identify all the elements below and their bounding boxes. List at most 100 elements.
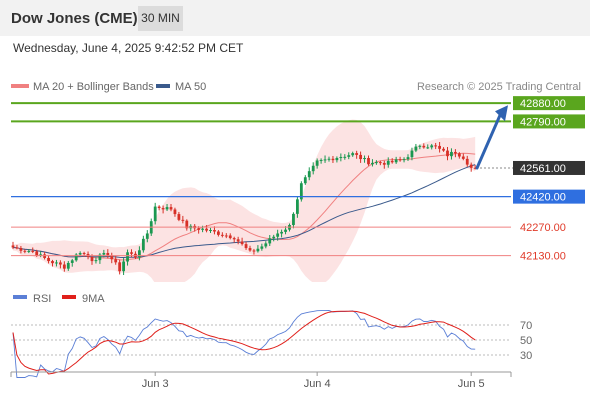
candle [331, 155, 335, 163]
candle-body [90, 256, 94, 262]
bollinger-legend-label: MA 20 + Bollinger Bands [33, 81, 154, 93]
level-label-support: 42130.00 [520, 251, 566, 263]
candle-body [70, 260, 74, 263]
x-tick-label: Jun 5 [458, 378, 485, 390]
candle [138, 246, 141, 261]
candle [307, 167, 311, 181]
candle [276, 229, 280, 241]
candle-body [363, 158, 366, 160]
candle [15, 244, 19, 250]
candle-body [118, 262, 122, 272]
candle [394, 156, 398, 164]
candle-body [351, 153, 355, 156]
candle-body [31, 250, 35, 252]
candle-body [244, 244, 248, 249]
candle-body [260, 246, 264, 249]
candle-body [299, 183, 303, 200]
rsi-tick-label: 50 [520, 335, 532, 347]
candle-body [268, 238, 272, 244]
candle-body [422, 145, 426, 148]
candle-body [224, 235, 228, 237]
bollinger-legend-swatch [11, 84, 29, 88]
ma50-line [12, 164, 476, 259]
x-axis: Jun 3 Jun 4 Jun 5 [142, 372, 485, 390]
candle [209, 227, 212, 234]
candle [272, 234, 276, 242]
candle-body [378, 162, 382, 164]
forecast-arrow-shaft [475, 113, 502, 170]
level-label-target: 42790.00 [520, 116, 566, 128]
candle-body [264, 243, 268, 247]
candle [145, 230, 149, 243]
candle [390, 158, 394, 164]
candle [442, 147, 445, 152]
candle-body [434, 145, 438, 147]
candle-body [232, 238, 236, 240]
candle [292, 212, 295, 229]
candle [70, 258, 74, 267]
candle-body [473, 167, 477, 169]
x-tick-label: Jun 3 [142, 378, 169, 390]
candle-body [27, 250, 31, 252]
rsi-tick-label: 30 [520, 350, 532, 362]
candle-body [311, 165, 315, 172]
rsi-legend-label: RSI [33, 293, 51, 305]
candle-body [355, 153, 359, 155]
candle [39, 251, 43, 258]
candle [335, 156, 339, 163]
bollinger-band-fill [13, 119, 476, 282]
candle-body [450, 151, 453, 157]
rsi-ma-legend-label: 9MA [82, 293, 105, 305]
candle-body [62, 264, 66, 269]
candle-body [347, 155, 351, 157]
candle-body [201, 228, 204, 230]
candle-body [323, 159, 327, 161]
candle-body [382, 162, 386, 165]
candle [62, 261, 66, 272]
candle-body [367, 158, 370, 165]
candle-body [39, 254, 43, 256]
candle [268, 235, 272, 247]
candle-body [145, 233, 149, 239]
candle-body [153, 206, 157, 222]
candle-body [181, 219, 185, 221]
candle [177, 211, 181, 222]
candle-body [457, 153, 461, 157]
candle [398, 156, 402, 162]
candle [126, 249, 129, 266]
level-label-box-target [513, 96, 585, 111]
candle-body [398, 159, 402, 161]
candle [351, 151, 355, 157]
candle [410, 147, 414, 161]
level-label-box-last_price [513, 160, 585, 175]
candle [347, 152, 351, 160]
candle-body [110, 255, 114, 260]
candle-body [296, 199, 299, 214]
candle [426, 144, 430, 149]
candle-body [197, 228, 201, 230]
candle-body [240, 241, 244, 245]
candle [363, 155, 366, 163]
candle [122, 258, 125, 276]
candle [434, 142, 438, 150]
candle [161, 205, 165, 214]
level-label-support: 42270.00 [520, 222, 566, 234]
candle-body [15, 247, 19, 249]
candle [264, 241, 268, 249]
candle [299, 181, 303, 202]
forecast-arrow [475, 105, 508, 170]
ma50-legend-swatch [156, 84, 170, 88]
timeframe-badge[interactable]: 30 MIN [138, 6, 183, 31]
chart-header: Dow Jones (CME) 30 MIN [0, 0, 590, 36]
candle [457, 152, 461, 159]
candle [323, 155, 327, 163]
candle [141, 235, 145, 253]
candle [461, 153, 465, 161]
candle [232, 236, 236, 243]
candle-body [402, 159, 406, 161]
candle-body [173, 209, 177, 215]
candle [446, 146, 449, 161]
candle [414, 143, 418, 153]
candle-body [469, 164, 473, 168]
candle-body [169, 207, 173, 210]
